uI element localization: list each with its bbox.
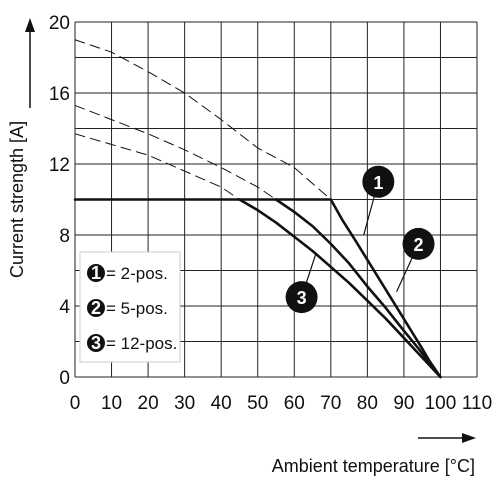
legend-marker-2-text: 2 [91, 298, 101, 318]
annotation-label-3: 3 [297, 288, 307, 308]
series-2-dashed-line [74, 104, 277, 200]
legend-item-1: 1 = 2-pos. [87, 263, 168, 283]
legend-label-2: = 5-pos. [106, 299, 168, 318]
curve-annotations: 1 2 3 [285, 165, 435, 314]
y-tick-4: 4 [59, 297, 70, 318]
legend-marker-3 [87, 334, 105, 352]
legend-item-3: 3 = 12-pos. [87, 333, 177, 353]
y-tick-labels: 0 4 8 12 16 20 [49, 13, 71, 389]
dashed-series-group [74, 39, 332, 200]
legend-marker-1-text: 1 [91, 263, 101, 283]
x-tick-40: 40 [211, 393, 232, 414]
annotation-badge-3 [285, 281, 318, 314]
x-tick-10: 10 [101, 393, 122, 414]
annotation-badge-2 [402, 227, 435, 260]
x-axis-arrow-head [462, 433, 476, 443]
y-tick-12: 12 [49, 155, 70, 176]
legend: 1 = 2-pos. 2 = 5-pos. 3 = 12-pos. [79, 251, 181, 363]
annotation-label-2: 2 [414, 235, 424, 255]
series-1-dashed-line [74, 39, 332, 200]
x-tick-50: 50 [247, 393, 268, 414]
legend-label-1: = 2-pos. [106, 264, 168, 283]
y-tick-8: 8 [59, 226, 70, 247]
x-tick-20: 20 [138, 393, 159, 414]
annotation-badge-1 [362, 165, 395, 198]
y-tick-0: 0 [59, 368, 70, 389]
solid-series-group [73, 198, 442, 379]
x-tick-80: 80 [357, 393, 378, 414]
x-tick-labels: 0 10 20 30 40 50 60 70 80 90 100 110 [70, 393, 492, 414]
x-tick-30: 30 [174, 393, 195, 414]
y-axis-label: Current strength [A] [7, 121, 27, 278]
x-tick-70: 70 [320, 393, 341, 414]
y-tick-20: 20 [49, 13, 70, 34]
series-3-dashed-line [74, 133, 240, 200]
series-3-solid-line [238, 198, 442, 379]
legend-label-3: = 12-pos. [106, 334, 177, 353]
legend-item-2: 2 = 5-pos. [87, 298, 168, 318]
legend-marker-3-text: 3 [91, 333, 101, 353]
annotation-label-1: 1 [373, 173, 383, 193]
x-tick-60: 60 [284, 393, 305, 414]
y-tick-16: 16 [49, 84, 70, 105]
legend-marker-2 [87, 299, 105, 317]
x-tick-110: 110 [462, 393, 492, 414]
series-2-solid-line [274, 198, 442, 379]
y-axis-arrow-head [25, 18, 35, 32]
legend-marker-1 [87, 264, 105, 282]
x-tick-90: 90 [393, 393, 414, 414]
x-axis-label: Ambient temperature [°C] [272, 456, 475, 476]
x-tick-0: 0 [70, 393, 81, 414]
x-tick-100: 100 [425, 393, 457, 414]
